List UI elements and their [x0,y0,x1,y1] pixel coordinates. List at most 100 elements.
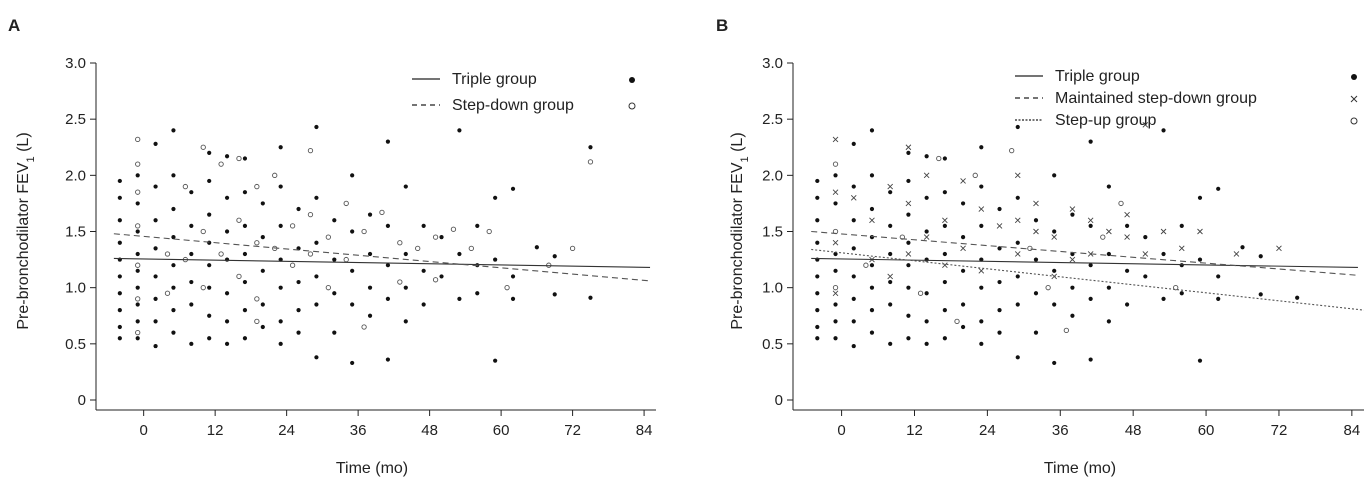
data-point [1142,121,1149,128]
trend-line [811,257,1358,268]
x-tick-label: 24 [979,422,996,439]
data-point [153,141,158,146]
y-tick-label: 2.0 [762,167,783,184]
data-point [1088,263,1093,268]
data-point [1216,274,1221,279]
trend-line [113,257,651,268]
data-point [307,147,314,154]
legend-marker [1351,74,1357,80]
data-point [924,341,929,346]
data-point [385,263,391,268]
data-point [135,251,140,257]
data-point [171,330,176,335]
data-point [1161,128,1166,133]
data-point [135,296,141,302]
data-point [942,279,947,285]
data-point [997,206,1002,212]
data-point [153,246,158,251]
data-point [457,296,462,301]
data-point [164,251,171,257]
data-point [1070,212,1075,217]
data-point [815,274,820,279]
data-point [888,190,893,195]
data-point [278,319,283,324]
x-tick-label: 60 [1198,422,1215,439]
data-point [924,195,929,200]
data-point [307,211,314,218]
data-point [1033,228,1039,235]
data-point [117,336,122,341]
data-point [833,268,838,273]
data-point [888,279,893,285]
x-tick-label: 36 [1052,422,1069,439]
data-point [153,296,158,301]
data-point [350,229,355,234]
data-point [1014,251,1021,257]
data-point [325,234,331,240]
data-point [296,330,301,335]
trend-line [811,248,1364,311]
data-point [367,313,373,318]
data-point [135,319,140,324]
data-point [1295,295,1300,300]
data-point [296,308,301,313]
data-point [850,194,857,201]
legend-label: Maintained step-down group [1055,90,1257,107]
legend-marker [1350,117,1358,125]
data-point [869,128,875,133]
data-point [924,154,929,159]
data-point [552,292,557,297]
data-point [1033,257,1039,262]
data-point [815,240,820,245]
data-point [432,234,439,240]
data-point [272,172,278,178]
data-point [1124,302,1130,307]
data-point [960,178,966,184]
data-point [361,324,367,330]
data-point [450,226,457,232]
data-point [296,206,301,212]
data-point [242,279,248,285]
y-tick-label: 0 [775,392,783,409]
data-point [906,212,911,217]
data-point [1124,234,1130,240]
data-point [385,139,391,144]
data-point [415,245,421,252]
data-point [117,178,122,184]
data-point [917,290,924,296]
data-point [923,234,930,240]
y-tick-label: 0.5 [762,336,783,353]
y-tick-label: 1.5 [762,224,783,241]
data-point [1179,263,1184,268]
data-point [997,279,1002,285]
data-point [1258,292,1263,297]
data-point [1033,218,1039,223]
legend-label: Triple group [1055,68,1140,85]
data-point [457,251,462,257]
data-point [1124,211,1130,218]
data-point [832,189,839,196]
data-point [314,195,319,200]
data-point [242,156,248,161]
data-point [242,336,248,341]
data-point [869,308,875,313]
data-point [587,159,594,165]
data-point [1173,285,1179,291]
data-point [960,302,966,307]
data-point [510,296,516,301]
data-point [1014,217,1021,224]
data-point [1143,274,1148,279]
data-point [1100,234,1106,240]
data-point [153,184,158,189]
data-point [367,251,373,257]
data-point [906,313,911,318]
data-point [1063,327,1070,334]
data-point [1197,228,1203,235]
data-point [486,228,492,235]
legend-marker [628,102,636,110]
data-point [332,291,337,296]
data-point [851,246,856,251]
data-point [403,251,408,257]
data-point [171,308,176,313]
data-point [1015,355,1020,360]
